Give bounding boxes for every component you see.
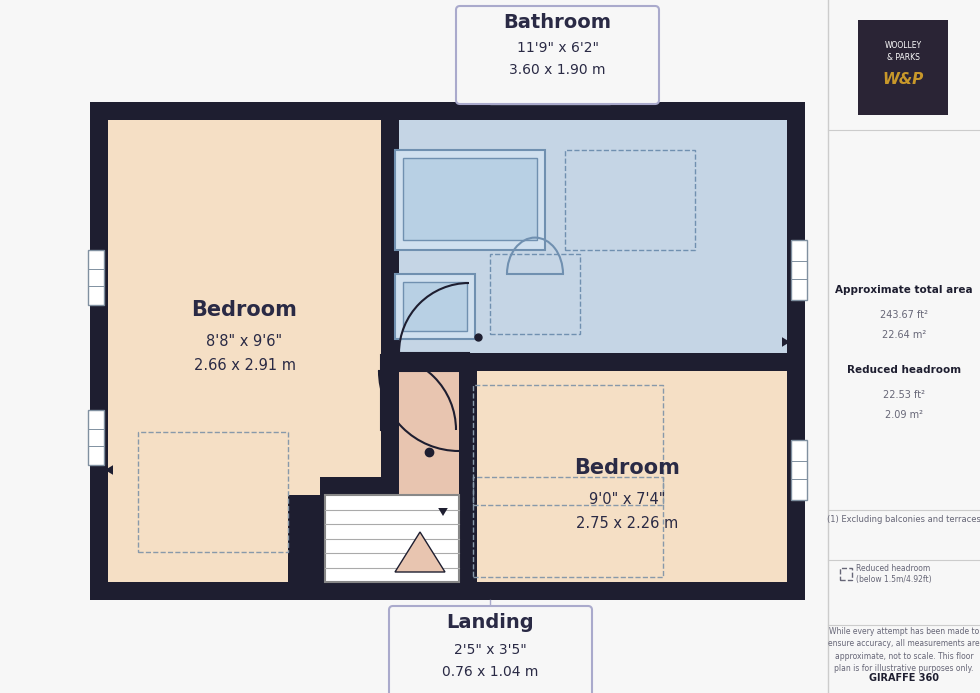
Text: 2.75 x 2.26 m: 2.75 x 2.26 m bbox=[576, 516, 678, 531]
Text: 0.76 x 1.04 m: 0.76 x 1.04 m bbox=[442, 665, 538, 679]
Bar bbox=[403, 282, 467, 331]
Bar bbox=[90, 102, 805, 600]
Bar bbox=[381, 120, 399, 582]
FancyBboxPatch shape bbox=[389, 606, 592, 693]
Polygon shape bbox=[395, 532, 445, 572]
Bar bbox=[791, 440, 807, 500]
Bar bbox=[490, 88, 610, 104]
Bar bbox=[791, 440, 807, 500]
Bar bbox=[468, 362, 787, 582]
Polygon shape bbox=[438, 508, 448, 516]
Polygon shape bbox=[385, 117, 395, 125]
Text: Reduced headroom: Reduced headroom bbox=[847, 365, 961, 375]
Text: Bedroom: Bedroom bbox=[574, 458, 680, 478]
Polygon shape bbox=[385, 357, 395, 365]
Bar bbox=[390, 362, 468, 582]
Polygon shape bbox=[782, 337, 790, 346]
FancyBboxPatch shape bbox=[456, 6, 659, 104]
Bar bbox=[459, 362, 477, 582]
Bar bbox=[395, 274, 475, 339]
Bar bbox=[390, 353, 787, 371]
Text: 11'9" x 6'2": 11'9" x 6'2" bbox=[516, 41, 599, 55]
Text: 9'0" x 7'4": 9'0" x 7'4" bbox=[589, 493, 665, 507]
Text: Floor 1: Floor 1 bbox=[428, 674, 471, 687]
Text: 243.67 ft²: 243.67 ft² bbox=[880, 310, 928, 320]
Bar bbox=[395, 150, 545, 250]
Bar bbox=[288, 495, 390, 582]
Polygon shape bbox=[105, 465, 113, 475]
Bar bbox=[108, 120, 390, 582]
Text: Reduced headroom
(below 1.5m/4.92ft): Reduced headroom (below 1.5m/4.92ft) bbox=[856, 563, 932, 584]
Text: Approximate total area: Approximate total area bbox=[835, 285, 973, 295]
Bar bbox=[840, 568, 852, 580]
Text: While every attempt has been made to
ensure accuracy, all measurements are
appro: While every attempt has been made to ens… bbox=[828, 626, 980, 674]
Text: Bedroom: Bedroom bbox=[191, 300, 298, 320]
Bar bbox=[791, 240, 807, 300]
Text: 2'5" x 3'5": 2'5" x 3'5" bbox=[454, 643, 526, 657]
Polygon shape bbox=[389, 439, 395, 446]
Text: Bathroom: Bathroom bbox=[504, 12, 612, 31]
Text: Landing: Landing bbox=[446, 613, 534, 631]
Bar bbox=[403, 158, 537, 240]
Bar bbox=[565, 150, 695, 250]
Text: 2.66 x 2.91 m: 2.66 x 2.91 m bbox=[193, 358, 296, 373]
Text: WOOLLEY
& PARKS: WOOLLEY & PARKS bbox=[884, 41, 921, 62]
Bar bbox=[390, 120, 787, 362]
Text: GIRAFFE 360: GIRAFFE 360 bbox=[869, 673, 939, 683]
Bar bbox=[473, 385, 663, 505]
Bar bbox=[138, 432, 288, 552]
Text: 8'8" x 9'6": 8'8" x 9'6" bbox=[207, 335, 282, 349]
Bar bbox=[320, 477, 390, 584]
Bar bbox=[490, 88, 610, 104]
Bar bbox=[88, 410, 104, 465]
Bar bbox=[791, 240, 807, 300]
Bar bbox=[88, 250, 104, 305]
Text: W&P: W&P bbox=[882, 72, 923, 87]
Polygon shape bbox=[463, 439, 469, 446]
Bar bbox=[490, 254, 580, 334]
Text: 2.09 m²: 2.09 m² bbox=[885, 410, 923, 420]
Text: 22.64 m²: 22.64 m² bbox=[882, 330, 926, 340]
Bar bbox=[858, 20, 948, 115]
Bar bbox=[325, 495, 459, 582]
Bar bbox=[88, 410, 104, 465]
Text: (1) Excluding balconies and terraces: (1) Excluding balconies and terraces bbox=[827, 516, 980, 525]
Text: 3.60 x 1.90 m: 3.60 x 1.90 m bbox=[510, 63, 606, 77]
Bar bbox=[473, 477, 663, 577]
Bar bbox=[88, 250, 104, 305]
Text: ¹: ¹ bbox=[914, 285, 917, 294]
Bar bbox=[325, 495, 459, 582]
Text: 22.53 ft²: 22.53 ft² bbox=[883, 390, 925, 400]
